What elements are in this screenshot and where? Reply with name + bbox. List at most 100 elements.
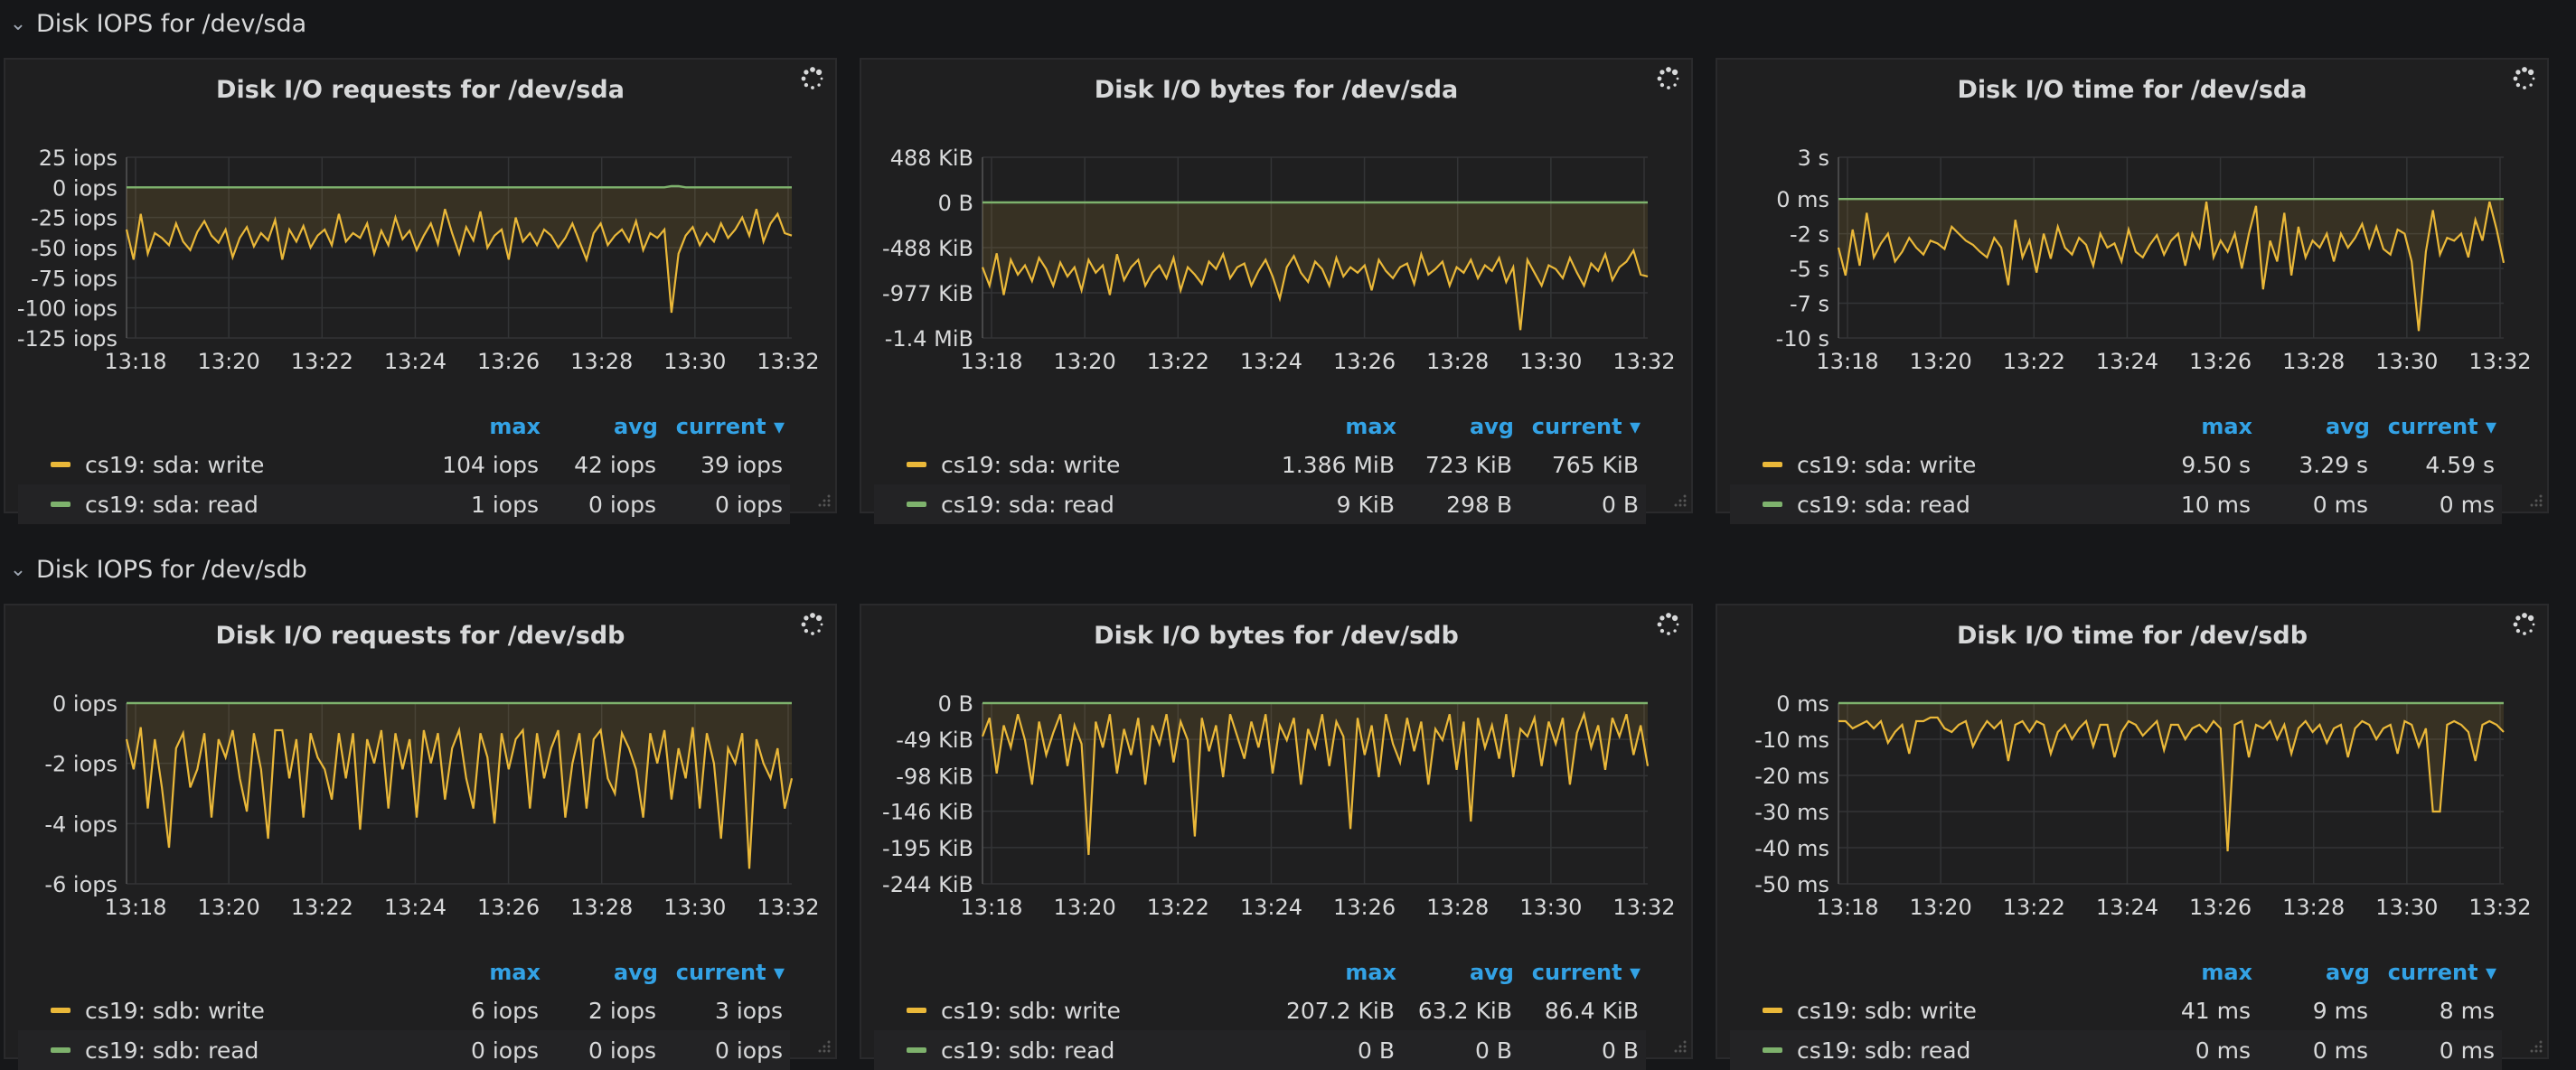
legend-header-avg[interactable]: avg xyxy=(2325,414,2370,439)
series-line-write[interactable] xyxy=(125,208,793,314)
resize-handle-icon[interactable] xyxy=(1673,1039,1688,1054)
series-color-swatch[interactable] xyxy=(51,502,71,507)
resize-handle-icon[interactable] xyxy=(2529,493,2543,508)
graph-canvas[interactable]: 25 iops 0 iops -25 iops -50 iops -75 iops -10… xyxy=(5,60,839,403)
series-color-swatch[interactable] xyxy=(51,462,71,467)
x-tick-label: 13:28 xyxy=(1426,349,1489,374)
resize-handle-icon[interactable] xyxy=(2529,1039,2543,1054)
graph-panel[interactable]: Disk I/O requests for /dev/sda max avg c… xyxy=(4,58,839,524)
legend-header-current[interactable]: current ▾ xyxy=(2387,960,2496,985)
series-line-write[interactable] xyxy=(1837,201,2505,332)
series-name[interactable]: cs19: sdb: read xyxy=(85,1037,259,1064)
panel-title[interactable]: Disk I/O time for /dev/sda xyxy=(1957,76,2308,104)
panel-title[interactable]: Disk I/O requests for /dev/sdb xyxy=(215,622,625,650)
series-name[interactable]: cs19: sdb: write xyxy=(1797,997,1977,1024)
legend-series-row[interactable]: cs19: sdb: read 0 B 0 B 0 B xyxy=(874,1030,1646,1070)
legend-header-avg[interactable]: avg xyxy=(1469,414,1514,439)
spinner-icon xyxy=(1657,67,1679,89)
legend-header-avg[interactable]: avg xyxy=(1469,960,1514,985)
series-color-swatch[interactable] xyxy=(51,1008,71,1013)
chevron-down-icon[interactable]: ⌄ xyxy=(9,558,27,581)
y-tick-label: -98 KiB xyxy=(896,764,973,789)
series-color-swatch[interactable] xyxy=(1763,462,1782,467)
graph-panel[interactable]: Disk I/O time for /dev/sdb max avg curre… xyxy=(1716,604,2551,1070)
legend-avg-value: 0 ms xyxy=(2312,491,2368,518)
series-color-swatch[interactable] xyxy=(1763,1047,1782,1053)
panel-title[interactable]: Disk I/O bytes for /dev/sdb xyxy=(1094,622,1459,650)
legend-header-max[interactable]: max xyxy=(489,414,541,439)
series-name[interactable]: cs19: sdb: read xyxy=(941,1037,1115,1064)
graph-panel[interactable]: Disk I/O requests for /dev/sdb max avg c… xyxy=(4,604,839,1070)
panel-title[interactable]: Disk I/O time for /dev/sdb xyxy=(1956,622,2308,650)
row-header-sdb[interactable]: ⌄ Disk IOPS for /dev/sdb xyxy=(0,546,307,593)
series-color-swatch[interactable] xyxy=(907,462,926,467)
graph-canvas[interactable]: 0 B -49 KiB -98 KiB -146 KiB -195 KiB -244 Ki… xyxy=(861,605,1695,949)
series-name[interactable]: cs19: sdb: write xyxy=(941,997,1121,1024)
legend-series-row[interactable]: cs19: sda: write 1.386 MiB 723 KiB 765 K… xyxy=(874,445,1646,484)
chevron-down-icon[interactable]: ⌄ xyxy=(9,12,27,35)
resize-handle-icon[interactable] xyxy=(1673,493,1688,508)
series-name[interactable]: cs19: sda: read xyxy=(1797,491,1970,518)
series-name[interactable]: cs19: sda: write xyxy=(85,451,265,478)
series-name[interactable]: cs19: sda: read xyxy=(941,491,1114,518)
y-tick-label: -10 ms xyxy=(1754,727,1829,753)
series-color-swatch[interactable] xyxy=(907,1008,926,1013)
legend-header-current[interactable]: current ▾ xyxy=(675,960,785,985)
legend-header-current[interactable]: current ▾ xyxy=(675,414,785,439)
legend-header-avg[interactable]: avg xyxy=(2325,960,2370,985)
legend-header-current[interactable]: current ▾ xyxy=(1531,960,1641,985)
panel-title[interactable]: Disk I/O requests for /dev/sda xyxy=(216,76,625,104)
legend-series-row[interactable]: cs19: sdb: read 0 ms 0 ms 0 ms xyxy=(1730,1030,2502,1070)
panel-title[interactable]: Disk I/O bytes for /dev/sda xyxy=(1094,76,1459,104)
series-name[interactable]: cs19: sda: write xyxy=(941,451,1121,478)
series-name[interactable]: cs19: sda: write xyxy=(1797,451,1977,478)
resize-handle-icon[interactable] xyxy=(817,493,832,508)
x-tick-label: 13:18 xyxy=(960,349,1022,374)
legend-header-avg[interactable]: avg xyxy=(613,414,658,439)
series-color-swatch[interactable] xyxy=(51,1047,71,1053)
legend-series-row[interactable]: cs19: sda: write 9.50 s 3.29 s 4.59 s xyxy=(1730,445,2502,484)
series-line-write[interactable] xyxy=(1838,716,2505,852)
legend-max-value: 9.50 s xyxy=(2181,451,2251,478)
graph-canvas[interactable]: 3 s 0 ms -2 s -5 s -7 s -10 s13:18 13:20 13:22 1… xyxy=(1717,60,2551,403)
x-tick-label: 13:24 xyxy=(2096,895,2158,920)
legend-series-row[interactable]: cs19: sda: write 104 iops 42 iops 39 iop… xyxy=(18,445,790,484)
legend-series-row[interactable]: cs19: sda: read 10 ms 0 ms 0 ms xyxy=(1730,484,2502,524)
series-color-swatch[interactable] xyxy=(907,502,926,507)
series-line-write[interactable] xyxy=(125,726,794,869)
series-line-read[interactable] xyxy=(127,184,792,189)
series-color-swatch[interactable] xyxy=(907,1047,926,1053)
series-name[interactable]: cs19: sdb: write xyxy=(85,997,265,1024)
legend-header-max[interactable]: max xyxy=(2201,414,2252,439)
series-name[interactable]: cs19: sda: read xyxy=(85,491,259,518)
legend-series-row[interactable]: cs19: sdb: read 0 iops 0 iops 0 iops xyxy=(18,1030,790,1070)
legend-header-max[interactable]: max xyxy=(489,960,541,985)
legend-header-avg[interactable]: avg xyxy=(613,960,658,985)
x-tick-label: 13:26 xyxy=(477,349,540,374)
legend-header-max[interactable]: max xyxy=(1345,414,1396,439)
x-tick-label: 13:30 xyxy=(1519,895,1582,920)
series-name[interactable]: cs19: sdb: read xyxy=(1797,1037,1971,1064)
row-header-sda[interactable]: ⌄ Disk IOPS for /dev/sda xyxy=(0,0,306,47)
series-line-write[interactable] xyxy=(981,248,1649,331)
legend-header-current[interactable]: current ▾ xyxy=(1531,414,1641,439)
legend-series-row[interactable]: cs19: sda: read 1 iops 0 iops 0 iops xyxy=(18,484,790,524)
legend-header: max avg current ▾ xyxy=(5,956,835,989)
legend-series-row[interactable]: cs19: sdb: write 207.2 KiB 63.2 KiB 86.4… xyxy=(874,990,1646,1030)
legend-header-max[interactable]: max xyxy=(1345,960,1396,985)
resize-handle-icon[interactable] xyxy=(817,1039,832,1054)
series-color-swatch[interactable] xyxy=(1763,502,1782,507)
legend-header-max[interactable]: max xyxy=(2201,960,2252,985)
graph-panel[interactable]: Disk I/O bytes for /dev/sda max avg curr… xyxy=(860,58,1695,524)
legend-series-row[interactable]: cs19: sdb: write 41 ms 9 ms 8 ms xyxy=(1730,990,2502,1030)
series-color-swatch[interactable] xyxy=(1763,1008,1782,1013)
series-line-write[interactable] xyxy=(981,710,1650,856)
legend-series-row[interactable]: cs19: sdb: write 6 iops 2 iops 3 iops xyxy=(18,990,790,1030)
graph-panel[interactable]: Disk I/O time for /dev/sda max avg curre… xyxy=(1716,58,2551,524)
graph-panel[interactable]: Disk I/O bytes for /dev/sdb max avg curr… xyxy=(860,604,1695,1070)
legend-header-current[interactable]: current ▾ xyxy=(2387,414,2496,439)
legend-series-row[interactable]: cs19: sda: read 9 KiB 298 B 0 B xyxy=(874,484,1646,524)
